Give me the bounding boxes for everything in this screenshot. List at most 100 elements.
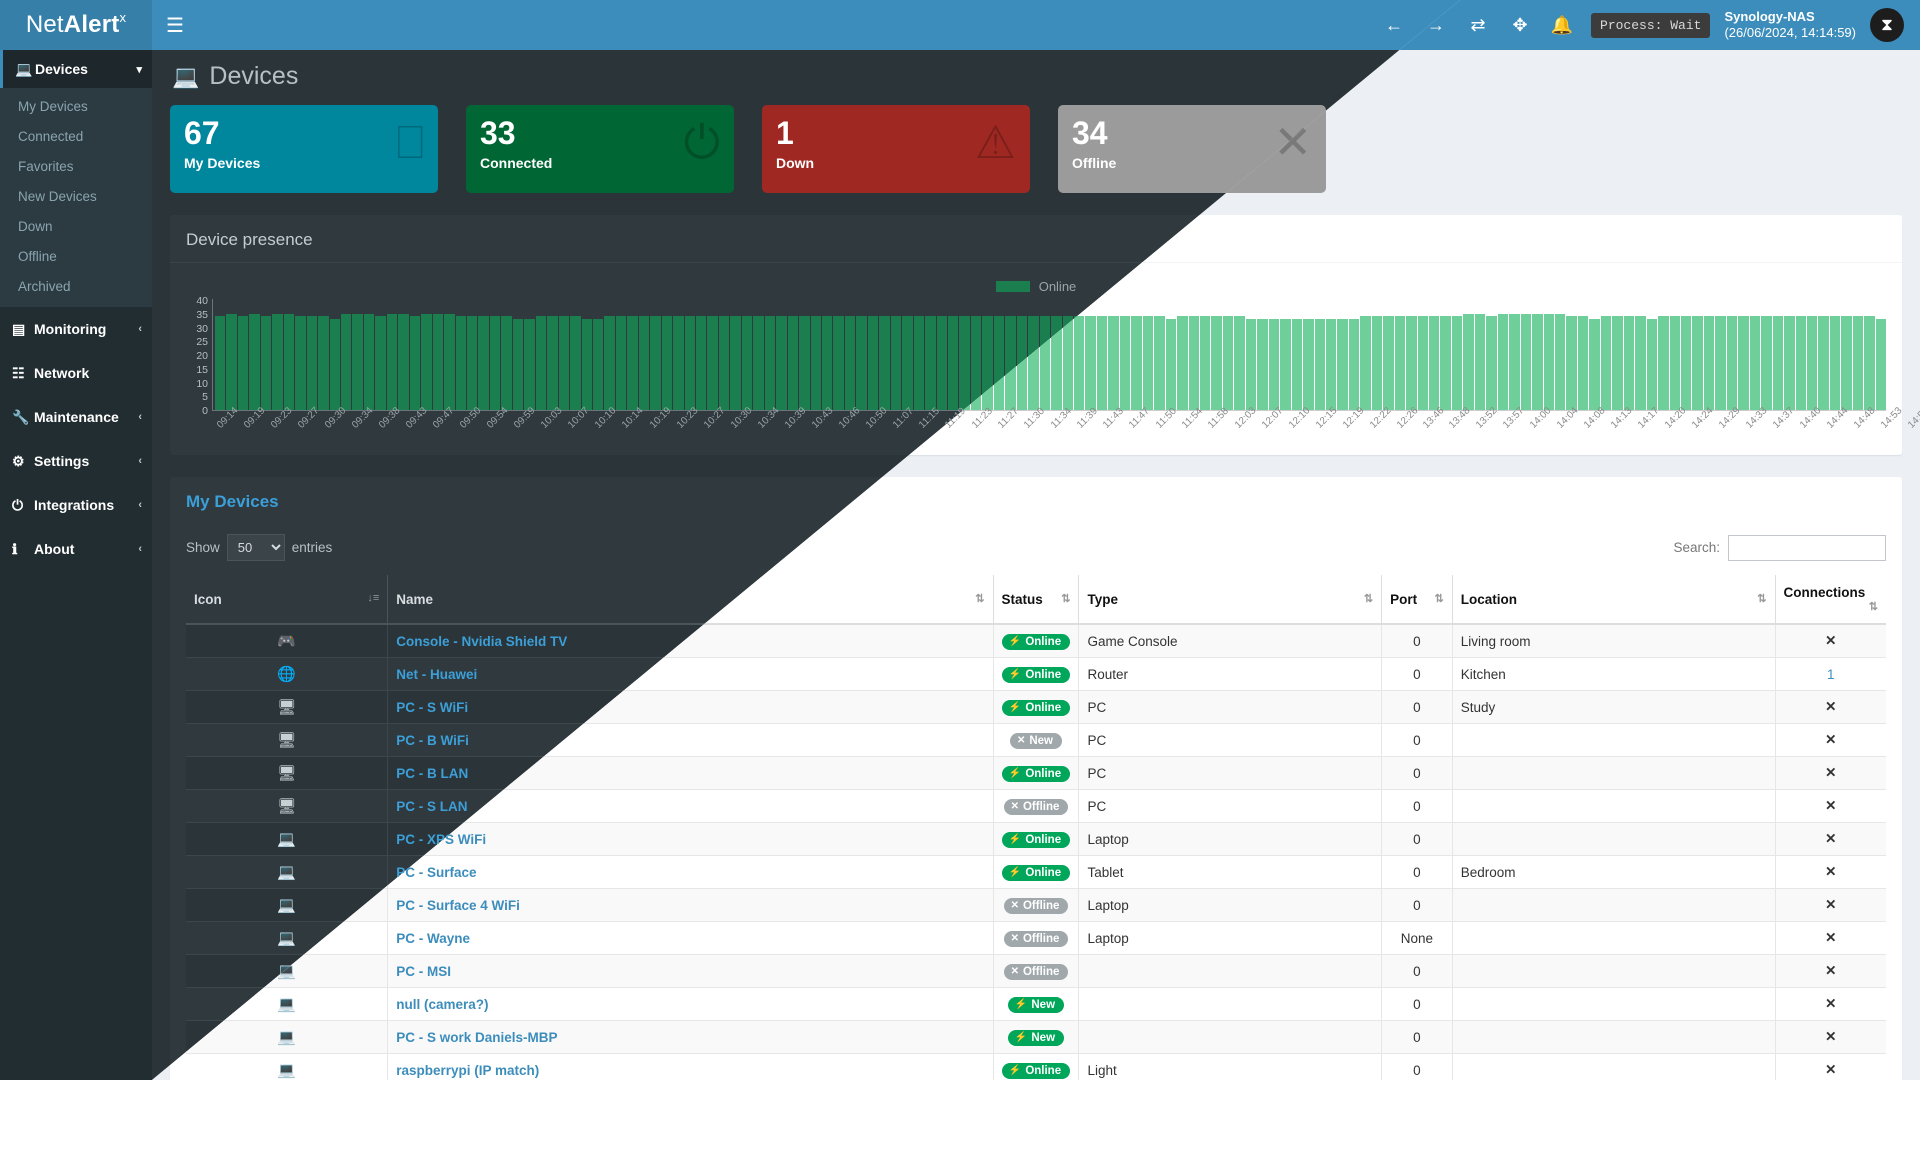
stat-label: Offline xyxy=(1072,155,1117,171)
page-size-select[interactable]: 102550100 xyxy=(226,534,285,561)
device-name-link[interactable]: PC - B WiFi xyxy=(396,732,469,748)
column-label: Port xyxy=(1390,591,1418,607)
device-port-cell: 0 xyxy=(1381,888,1453,922)
device-type-cell: PC xyxy=(1078,690,1382,724)
sidebar-item-down[interactable]: Down xyxy=(18,218,53,234)
device-location-cell: Study xyxy=(1451,690,1775,724)
stat-card-down[interactable]: 1 Down ⚠ xyxy=(762,105,1030,193)
chart-bar xyxy=(1016,316,1028,410)
device-name-link[interactable]: PC - MSI xyxy=(396,963,452,979)
device-name-link[interactable]: PC - Surface 4 WiFi xyxy=(396,897,520,913)
warning-icon: ⚠ xyxy=(974,116,1016,168)
device-name-link[interactable]: raspberrypi (IP match) xyxy=(396,1062,540,1078)
table-row[interactable]: 💻 PC - S work Daniels-MBP ⚡New 0 ✕ xyxy=(186,1020,1886,1054)
chart-bar xyxy=(592,319,604,410)
device-name-link[interactable]: Light - Sideboard WiFi xyxy=(396,1095,540,1111)
sidebar-item-favorites[interactable]: Favorites xyxy=(18,158,74,174)
sidebar-item-my-devices[interactable]: My Devices xyxy=(18,98,88,114)
device-type-cell: Router xyxy=(1078,657,1382,691)
chart-bar xyxy=(1497,314,1509,410)
table-row[interactable]: 💡 Light - bedside B WiFi ✕ Offline Light 0 ✕ xyxy=(186,1120,1886,1153)
sidebar-item-monitoring[interactable]: ▤ Monitoring ‹ xyxy=(0,307,152,351)
device-name-cell: PC - MSI xyxy=(387,954,993,988)
status-badge: ✕Offline xyxy=(1004,1129,1069,1145)
avatar[interactable]: ⧗ xyxy=(1870,8,1904,42)
chart-bar xyxy=(1806,316,1818,410)
stat-card-connected[interactable]: 33 Connected ⏻ xyxy=(466,105,734,193)
sidebar-item-network[interactable]: ☷ Network xyxy=(0,351,152,395)
wrench-icon: 🔧 xyxy=(12,408,30,425)
page-title: 💻 Devices xyxy=(170,50,1460,105)
device-name-link[interactable]: PC - Surface xyxy=(396,864,477,880)
device-name-link[interactable]: PC - Wayne xyxy=(396,930,471,946)
chart-bar xyxy=(1784,316,1795,410)
search-input[interactable] xyxy=(1728,534,1886,561)
device-name-link[interactable]: Console - Nvidia Shield TV xyxy=(396,633,568,649)
column-header-location[interactable]: Location ⇅ xyxy=(1451,575,1775,625)
refresh-icon[interactable]: ⇄ xyxy=(1470,14,1486,35)
column-header-icon[interactable]: Icon ↓≡ xyxy=(186,575,388,625)
hamburger-icon[interactable]: ☰ xyxy=(166,14,184,37)
x-icon: ✕ xyxy=(1825,1128,1837,1143)
column-header-status[interactable]: Status ⇅ xyxy=(992,575,1079,625)
chart-bar xyxy=(1348,319,1360,410)
stat-value: 33 xyxy=(480,115,516,151)
sidebar-item-about[interactable]: ℹ About ‹ xyxy=(0,527,152,571)
column-header-connections[interactable]: Connections⇅ xyxy=(1774,575,1886,625)
column-header-port[interactable]: Port ⇅ xyxy=(1381,575,1453,625)
table-row[interactable]: 💡 Light - bedside B WiFi ✕ Offline Light 0 ✕ xyxy=(186,1120,1886,1153)
move-icon[interactable]: ✥ xyxy=(1512,14,1528,35)
back-arrow-icon[interactable]: ← xyxy=(1385,14,1404,35)
table-row[interactable]: 💡 Light - Sideboard WiFi ✕ Offline Light 0 ✕ xyxy=(186,1087,1886,1120)
device-port-cell: 0 xyxy=(1382,1120,1453,1153)
device-name-link[interactable]: PC - B LAN xyxy=(396,765,469,781)
status-badge: ⚡New xyxy=(1007,1029,1065,1046)
sidebar-item-archived[interactable]: Archived xyxy=(18,278,71,294)
device-name-link[interactable]: Light - bedside B WiFi xyxy=(396,1128,538,1144)
device-name-link[interactable]: PC - S work Daniels-MBP xyxy=(396,1029,558,1045)
chart-bar xyxy=(1440,316,1451,410)
chart-bar xyxy=(1612,316,1623,410)
host-info: Synology-NAS (26/06/2024, 14:14:59) xyxy=(1724,9,1856,41)
sidebar-item-settings[interactable]: ⚙ Settings ‹ xyxy=(0,439,152,483)
chart-bar xyxy=(1600,316,1612,410)
sidebar-item-new-devices[interactable]: New Devices xyxy=(18,188,97,204)
device-name-link[interactable]: null (camera?) xyxy=(396,996,489,1012)
device-name-link[interactable]: PC - S LAN xyxy=(396,798,468,814)
device-location-cell xyxy=(1452,1087,1775,1120)
device-name-cell: Light - Sideboard WiFi xyxy=(388,1087,993,1120)
table-row[interactable]: 💡 Light - Sideboard WiFi ✕ Offline Light 0 ✕ xyxy=(186,1087,1886,1120)
sidebar-item-maintenance[interactable]: 🔧 Maintenance ‹ xyxy=(0,395,152,439)
chart-bar xyxy=(1451,316,1463,410)
device-type-icon: 💻 xyxy=(186,1053,388,1080)
device-name-link[interactable]: Light - bedside B WiFi xyxy=(396,1128,538,1144)
device-name-link[interactable]: Net - Huawei xyxy=(396,666,478,682)
device-name-link[interactable]: PC - S WiFi xyxy=(396,699,469,715)
chart-bar xyxy=(489,316,501,410)
stat-card-my-devices[interactable]: 67 My Devices ⎕ xyxy=(170,105,438,193)
device-type-icon: 🖥 xyxy=(186,756,388,790)
device-name-link[interactable]: Light - Sideboard WiFi xyxy=(396,1095,540,1111)
device-port-cell: 0 xyxy=(1381,855,1453,889)
column-header-type[interactable]: Type ⇅ xyxy=(1078,575,1382,625)
sidebar-item-integrations[interactable]: ⏻ Integrations ‹ xyxy=(0,483,152,527)
chart-bar xyxy=(902,316,913,410)
device-type-icon: 💡 xyxy=(186,1087,388,1120)
chart-bar xyxy=(409,316,421,410)
x-icon: ✕ xyxy=(1825,864,1837,879)
device-port-cell: 0 xyxy=(1381,624,1453,658)
sidebar-item-offline[interactable]: Offline xyxy=(18,248,57,264)
chart-bar xyxy=(1119,316,1131,410)
connections-link[interactable]: 1 xyxy=(1826,666,1835,682)
bell-icon[interactable]: 🔔 xyxy=(1550,14,1574,35)
sidebar-item-connected[interactable]: Connected xyxy=(18,128,84,144)
sidebar-item-devices[interactable]: 💻 Devices ▾ xyxy=(0,50,152,88)
device-type-cell: PC xyxy=(1078,756,1382,790)
